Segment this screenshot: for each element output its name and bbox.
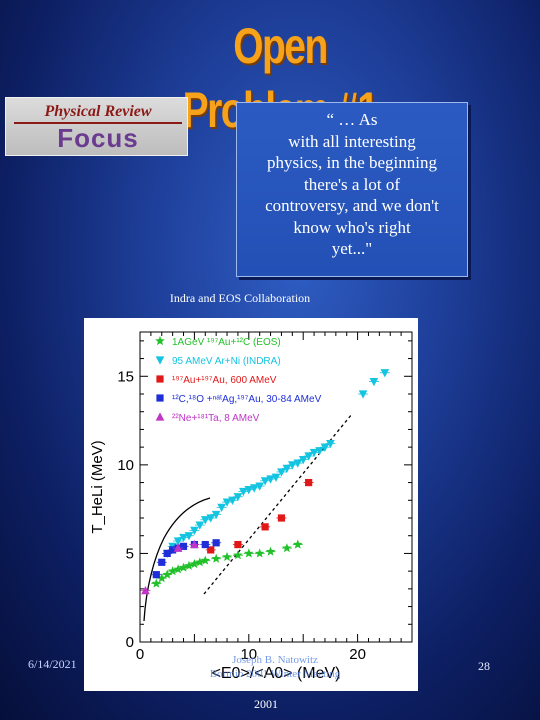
- footer-date: 6/14/2021: [28, 657, 77, 671]
- ticks-layer: 0 10 20 0 5 10 15: [117, 332, 413, 663]
- data-point: [173, 537, 183, 546]
- logo-line-2: Focus: [57, 123, 139, 153]
- slide-title: Open Problem #1: [183, 18, 379, 138]
- legend-label: ¹⁹⁷Au+¹⁹⁷Au, 600 AMeV: [172, 375, 277, 386]
- data-point: [233, 493, 243, 502]
- data-point: [200, 555, 211, 565]
- data-point: [158, 558, 166, 566]
- x-axis-label: <E0>/<A0> (MeV): [212, 665, 341, 682]
- data-point: [167, 566, 178, 576]
- data-point: [304, 452, 313, 461]
- data-point: [255, 482, 264, 491]
- data-point: [206, 514, 216, 523]
- data-point: [162, 569, 172, 579]
- data-point: [271, 473, 281, 482]
- data-point: [201, 540, 209, 549]
- legend-marker: [156, 394, 164, 402]
- logo-line-1: Physical Review: [14, 102, 182, 124]
- data-point: [173, 564, 183, 574]
- legend-marker: [155, 412, 165, 421]
- quote-box: “ … As with all interesting physics, in …: [236, 102, 468, 277]
- data-point: [173, 543, 183, 552]
- x-tick-label: 0: [136, 646, 144, 663]
- data-point: [190, 526, 199, 536]
- x-tick-label: 10: [240, 646, 257, 663]
- data-point: [305, 478, 313, 487]
- y-axis-label: T_HeLi (MeV): [89, 440, 106, 533]
- data-point: [234, 540, 242, 549]
- data-point: [380, 369, 390, 378]
- data-point: [211, 510, 221, 520]
- data-point: [261, 523, 269, 531]
- legend-label: 1AGeV ¹⁹⁷Au+¹²C (EOS): [172, 337, 281, 348]
- chart-panel: 0 10 20 0 5 10 15 1AGeV ¹⁹⁷Au+¹²C (EOS) 95 AMeV…: [84, 318, 418, 691]
- data-point: [184, 532, 194, 541]
- data-point: [157, 573, 167, 583]
- data-point: [189, 559, 200, 569]
- data-point: [326, 440, 335, 449]
- data-point: [222, 551, 232, 561]
- data-point: [217, 503, 226, 513]
- footer-year: 2001: [254, 697, 278, 711]
- y-tick-label: 15: [117, 368, 134, 385]
- data-point: [358, 390, 368, 399]
- data-point: [265, 546, 276, 556]
- legend-marker: [155, 356, 165, 365]
- data-point: [190, 539, 199, 549]
- plot-frame: [139, 331, 413, 643]
- data-point: [282, 543, 292, 553]
- data-point: [233, 550, 243, 560]
- data-point: [178, 562, 189, 572]
- footer-center-line-1: Joseph B. Natowitz: [232, 654, 318, 666]
- legend-label: ¹²C,¹⁸O +ⁿᵃᵗAg,¹⁹⁷Au, 30-84 AMeV: [172, 394, 322, 405]
- chart-svg: 0 10 20 0 5 10 15 1AGeV ¹⁹⁷Au+¹²C (EOS) 95 AMeV…: [89, 331, 413, 682]
- legend-marker: [155, 336, 165, 346]
- data-point: [141, 585, 150, 595]
- data-point: [211, 553, 221, 563]
- data-point: [151, 578, 162, 588]
- data-point: [277, 468, 286, 477]
- data-point: [315, 447, 324, 456]
- data-point: [184, 560, 194, 570]
- points-layer: [140, 369, 390, 595]
- legend-label: ²²Ne+¹⁸¹Ta, 8 AMeV: [172, 413, 260, 424]
- data-point: [195, 557, 205, 567]
- y-tick-label: 5: [126, 545, 134, 562]
- data-point: [298, 455, 308, 465]
- legend-layer: 1AGeV ¹⁹⁷Au+¹²C (EOS) 95 AMeV Ar+Ni (INDR…: [155, 336, 322, 424]
- data-point: [244, 548, 254, 558]
- legend-marker: [156, 375, 164, 383]
- data-point: [207, 546, 215, 554]
- data-point: [293, 459, 303, 468]
- data-point: [163, 549, 171, 558]
- y-tick-label: 10: [117, 457, 134, 474]
- data-point: [228, 496, 237, 505]
- data-point: [179, 542, 188, 550]
- physical-review-focus-logo: Physical Review Focus: [5, 97, 188, 156]
- x-tick-label: 20: [349, 646, 366, 663]
- data-point: [212, 539, 220, 547]
- data-point: [277, 514, 286, 522]
- data-point: [195, 521, 205, 530]
- data-point: [282, 464, 292, 474]
- legend-label: 95 AMeV Ar+Ni (INDRA): [172, 356, 281, 367]
- data-point: [320, 443, 330, 452]
- data-point: [152, 571, 160, 579]
- figure-caption: Indra and EOS Collaboration: [169, 291, 311, 305]
- data-point: [169, 546, 177, 554]
- footer-center: Joseph B. Natowitz Bormio 2001 Winter Me…: [180, 653, 370, 681]
- footer-center-line-2: Bormio 2001 Winter Meeting: [209, 668, 341, 680]
- footer-page-number: 28: [478, 659, 490, 673]
- data-point: [293, 539, 303, 549]
- data-point: [254, 548, 265, 558]
- data-point: [369, 378, 379, 387]
- y-tick-label: 0: [126, 634, 134, 651]
